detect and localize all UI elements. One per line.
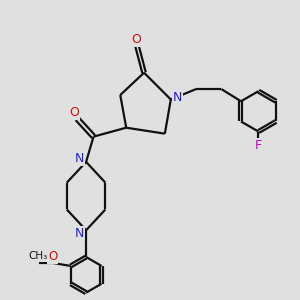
Text: CH₃: CH₃ xyxy=(28,251,48,261)
Text: O: O xyxy=(48,250,57,263)
Text: F: F xyxy=(255,139,262,152)
Text: N: N xyxy=(75,227,84,240)
Text: O: O xyxy=(69,106,79,119)
Text: N: N xyxy=(173,92,182,104)
Text: N: N xyxy=(75,152,84,165)
Text: O: O xyxy=(132,33,142,46)
